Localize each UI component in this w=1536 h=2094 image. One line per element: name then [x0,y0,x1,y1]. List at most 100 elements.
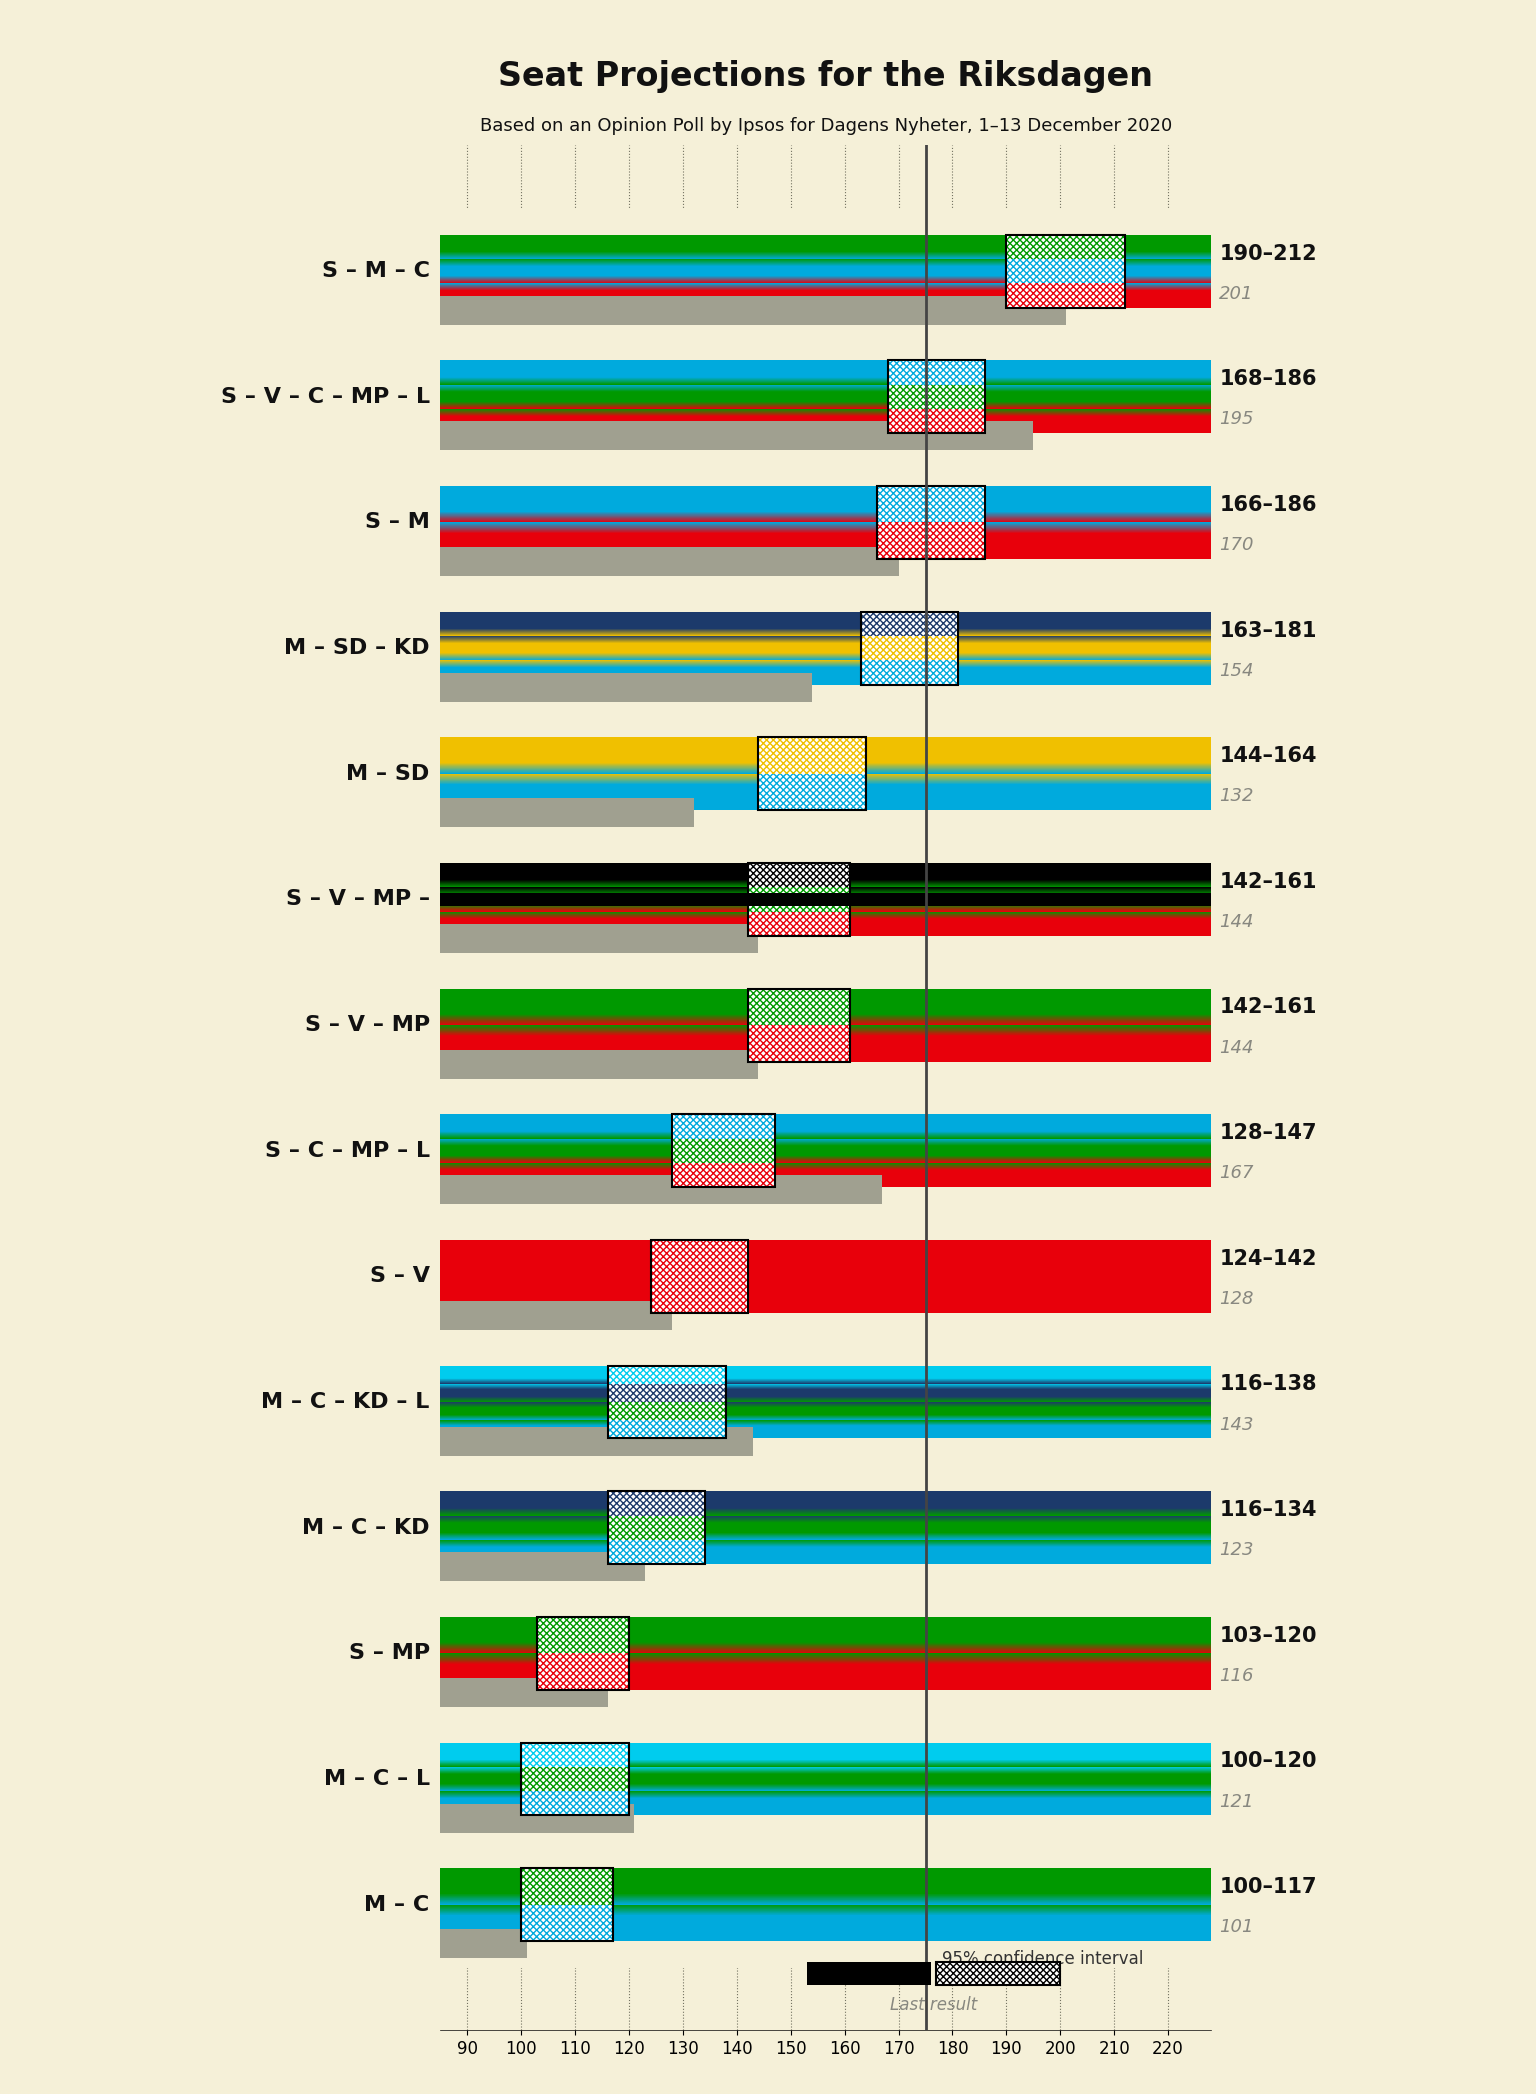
Bar [441,461,1212,486]
Bar [441,333,1212,461]
Bar [759,737,866,775]
Bar [673,1114,774,1139]
Text: 166–186: 166–186 [1220,494,1316,515]
Text: 144: 144 [1220,1039,1253,1057]
Text: 95% confidence interval: 95% confidence interval [942,1950,1143,1968]
Text: 142–161: 142–161 [1220,997,1316,1018]
Bar [877,486,985,524]
Bar [441,433,1212,461]
Bar [441,894,1212,907]
Text: with median: with median [942,1970,1044,1989]
Bar [441,1175,882,1204]
Text: S – V – MP –: S – V – MP – [286,890,430,909]
Bar [608,1420,727,1439]
Bar [441,798,694,827]
Bar [441,1340,1212,1365]
Bar [860,611,958,685]
Text: 144: 144 [1220,913,1253,932]
Bar [441,712,1212,737]
Bar [759,737,866,810]
Bar [748,911,849,936]
Bar [521,1868,613,1906]
Text: 116–138: 116–138 [1220,1374,1316,1395]
Bar [608,1403,727,1420]
Text: 195: 195 [1220,410,1253,429]
Bar [441,547,899,576]
Bar [441,1466,1212,1591]
Bar [860,660,958,685]
Bar [441,712,1212,838]
Text: 100–117: 100–117 [1220,1876,1316,1897]
Bar [441,1690,1212,1717]
Bar [441,1843,1212,1968]
Bar [1006,283,1124,308]
Bar [806,1962,931,1985]
Text: 116–134: 116–134 [1220,1499,1316,1520]
Bar [441,838,1212,963]
Bar [441,810,1212,838]
Bar [608,1516,705,1539]
Text: 103–120: 103–120 [1220,1625,1316,1646]
Bar [441,1677,608,1707]
Bar [441,1062,1212,1089]
Text: M – C – L: M – C – L [324,1769,430,1788]
Text: 167: 167 [1220,1164,1253,1183]
Text: 128: 128 [1220,1290,1253,1309]
Bar [441,1466,1212,1491]
Text: 100–120: 100–120 [1220,1751,1316,1772]
Text: S – V – MP: S – V – MP [304,1016,430,1034]
Bar [441,1941,1212,1968]
Text: 163–181: 163–181 [1220,620,1316,641]
Bar [673,1114,774,1187]
Bar [1006,235,1124,308]
Text: 101: 101 [1220,1918,1253,1937]
Bar [441,1803,634,1832]
Text: S – M – C: S – M – C [321,262,430,281]
Bar [748,1026,849,1062]
Bar [441,1426,753,1455]
Text: 128–147: 128–147 [1220,1122,1316,1143]
Bar [888,360,985,433]
Bar [441,1089,1212,1114]
Bar [608,1365,727,1439]
Bar [441,963,1212,988]
Bar [521,1742,630,1815]
Bar [608,1539,705,1564]
Bar [538,1617,630,1654]
Bar [441,461,1212,586]
Text: Based on an Opinion Poll by Ipsos for Dagens Nyheter, 1–13 December 2020: Based on an Opinion Poll by Ipsos for Da… [479,117,1172,136]
Bar [748,988,849,1026]
Bar [441,1815,1212,1843]
Text: 116: 116 [1220,1667,1253,1686]
Bar [441,1240,1212,1313]
Text: 201: 201 [1220,285,1253,304]
Bar [441,672,813,701]
Text: M – SD: M – SD [347,764,430,783]
Bar [748,888,849,911]
Bar [521,1906,613,1941]
Bar [1006,235,1124,260]
Text: S – V: S – V [370,1267,430,1286]
Bar [521,1767,630,1790]
Bar [441,923,759,953]
Bar [441,963,1212,1089]
Bar [538,1654,630,1690]
Bar [441,333,1212,360]
Text: 121: 121 [1220,1792,1253,1811]
Bar [441,1049,759,1078]
Bar [608,1491,705,1516]
Bar [441,308,1212,333]
Text: 143: 143 [1220,1416,1253,1434]
Bar [441,1215,1212,1340]
Bar [441,838,1212,863]
Bar [521,1868,613,1941]
Bar [1006,260,1124,283]
Bar [441,295,1066,325]
Bar [441,1717,1212,1843]
Text: M – SD – KD: M – SD – KD [284,639,430,658]
Text: S – C – MP – L: S – C – MP – L [264,1141,430,1160]
Bar [888,385,985,408]
Text: S – MP: S – MP [349,1644,430,1663]
Bar [441,207,1212,333]
Bar [877,524,985,559]
